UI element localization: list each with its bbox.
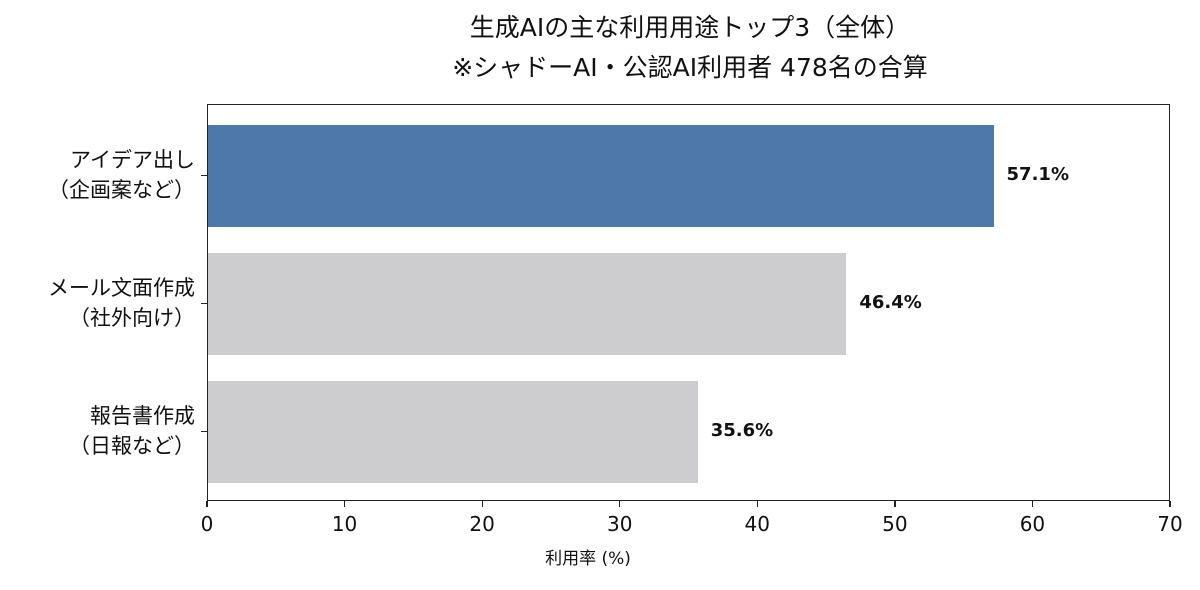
x-tick: [206, 501, 208, 507]
x-tick: [481, 501, 483, 507]
x-axis-label: 利用率 (%): [545, 549, 631, 569]
x-tick: [1031, 501, 1034, 507]
y-tick: [201, 431, 207, 433]
x-tick: [894, 501, 896, 507]
bar-1: [208, 125, 994, 227]
plot-area: [207, 104, 1170, 501]
y-tick: [201, 175, 207, 177]
chart-title-block: 生成AIの主な利用用途トップ3（全体） ※シャドーAI・公認AI利用者 478名…: [0, 8, 1200, 88]
value-label-2: 46.4%: [859, 292, 922, 313]
chart-title: 生成AIの主な利用用途トップ3（全体）: [469, 13, 911, 42]
value-label-1: 57.1%: [1006, 164, 1069, 185]
x-tick: [756, 501, 758, 507]
bar-3: [208, 381, 698, 483]
x-tick: [343, 501, 346, 507]
chart-subtitle: ※シャドーAI・公認AI利用者 478名の合算: [452, 53, 928, 82]
x-tick: [619, 501, 621, 507]
value-label-3: 35.6%: [710, 420, 774, 441]
x-tick: [1169, 501, 1171, 507]
y-tick: [201, 303, 207, 305]
bar-2: [208, 253, 847, 355]
x-tick-label: 0: [200, 512, 214, 536]
y-tick-label-2: メール文面作成 （社外向け）: [48, 276, 195, 330]
x-tick-label: 70: [1157, 512, 1183, 536]
y-tick-label-1: アイデア出し （企画案など）: [48, 148, 195, 202]
y-tick-label-3: 報告書作成 （日報など）: [69, 404, 195, 458]
x-tick-label: 30: [606, 512, 633, 536]
x-tick-label: 20: [469, 512, 495, 536]
x-tick-label: 40: [744, 512, 770, 536]
x-tick-label: 60: [1019, 512, 1046, 536]
x-tick-label: 50: [882, 512, 908, 536]
x-tick-label: 10: [331, 512, 358, 536]
